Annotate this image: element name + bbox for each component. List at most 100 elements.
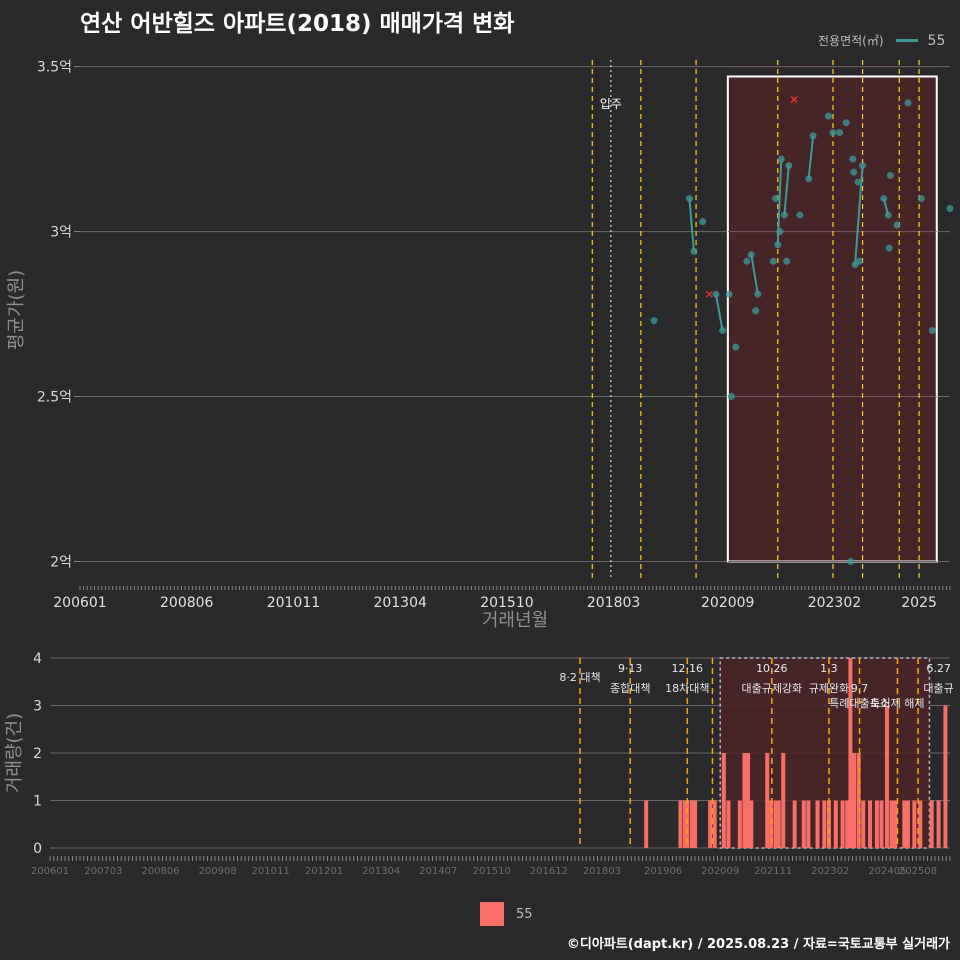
price-data-point [847,558,855,566]
price-data-point [776,228,784,236]
volume-bar [685,800,690,848]
price-data-point [886,171,894,179]
policy-annotation: 종합대책 [610,682,650,695]
footer-credit: ©디아파트(dapt.kr) / 2025.08.23 / 자료=국토교통부 실… [566,937,950,952]
price-series-segment [714,294,724,331]
volume-bar [644,800,649,848]
volume-bar [801,800,806,848]
cancelled-trade-marker [790,96,798,104]
price-data-point [743,257,751,265]
policy-annotation: 18차대책 [665,682,709,695]
price-x-tick-label: 201803 [587,595,640,611]
volume-bar [874,800,879,848]
volume-bar [845,800,850,848]
volume-bar [852,753,857,848]
volume-x-tick-label: 201201 [305,866,343,877]
price-highlight-box [726,75,938,563]
volume-bar [737,800,742,848]
legend-area: 전용면적(㎡) 55 [818,32,945,49]
policy-annotation: 9·13 [618,662,643,675]
volume-bar [826,800,831,848]
price-data-point [780,211,788,219]
price-data-point [805,175,813,183]
price-y-tick-label: 3억 [50,225,72,241]
volume-bar [822,800,827,848]
volume-bar [678,800,683,848]
price-series-segment [750,254,759,295]
policy-annotation: 12·16 [672,662,704,675]
volume-bar [746,753,751,848]
price-data-point [769,257,777,265]
volume-bar [918,800,923,848]
volume-bar [833,800,838,848]
price-data-point [699,218,707,226]
price-y-tick-label: 2억 [50,555,72,571]
volume-x-tick-label: 202405 [868,866,906,877]
chart-title: 연산 어반힐즈 아파트(2018) 매매가격 변화 [80,11,515,37]
price-series-segment [688,198,695,252]
price-data-point [884,211,892,219]
volume-y-tick-label: 1 [33,794,42,810]
price-x-tick-label: 201510 [480,595,533,611]
volume-bar [683,800,688,848]
price-data-point [928,327,936,335]
price-data-point [825,112,833,120]
price-x-tick-label: 200806 [160,595,214,611]
price-series-segment [807,135,815,179]
legend-title: 전용면적(㎡) [818,34,884,48]
price-data-point [842,119,850,127]
price-data-point [849,155,857,163]
price-y-axis-title: 평균가(원) [6,270,27,350]
volume-x-tick-label: 201304 [362,866,400,877]
volume-bar [861,800,866,848]
price-x-tick-label: 2025 [901,595,937,611]
volume-x-tick-label: 202302 [811,866,849,877]
volume-bar [879,800,884,848]
volume-bar [765,753,770,848]
price-data-point [725,290,733,298]
volume-x-tick-label: 200908 [199,866,237,877]
price-data-point [904,99,912,107]
volume-x-tick-label: 202111 [754,866,792,877]
volume-bar [806,800,811,848]
price-data-point [829,129,837,137]
price-x-tick-label: 200601 [53,595,106,611]
price-data-point [712,290,720,298]
volume-bar [773,800,778,848]
volume-bar [768,800,773,848]
legend-line-swatch [895,39,918,42]
volume-x-tick-label: 202009 [701,866,739,877]
policy-annotation: 대출규 [923,682,953,695]
volume-x-tick-label: 202508 [899,866,937,877]
volume-x-tick-label: 201906 [644,866,682,877]
price-data-point [752,307,760,315]
price-data-point [836,129,844,137]
price-data-point [855,257,863,265]
price-data-point [685,195,693,203]
volume-bar [905,800,910,848]
policy-annotation: 토허제 해제 [870,696,924,710]
move-in-label: 입주 [600,97,622,111]
volume-x-tick-label: 201011 [252,866,290,877]
volume-bar [868,800,873,848]
policy-annotation: 규제완화 [809,682,849,695]
price-data-point [783,257,791,265]
volume-y-tick-label: 0 [33,841,42,857]
policy-annotation: 10.26 [756,662,788,675]
volume-bar [712,800,717,848]
volume-bar [856,753,861,848]
volume-x-tick-label: 201612 [530,866,568,877]
price-data-point [747,251,755,259]
price-x-tick-label: 201304 [373,595,427,611]
price-data-point [785,162,793,170]
volume-x-tick-label: 200601 [31,866,69,877]
volume-bar [742,753,747,848]
price-y-tick-label: 2.5억 [37,390,72,406]
volume-x-tick-label: 201803 [583,866,621,877]
volume-y-tick-label: 4 [33,651,42,667]
volume-x-tick-label: 201510 [473,866,511,877]
volume-x-tick-label: 201407 [419,866,457,877]
price-data-point [727,393,735,401]
price-data-point [732,343,740,351]
